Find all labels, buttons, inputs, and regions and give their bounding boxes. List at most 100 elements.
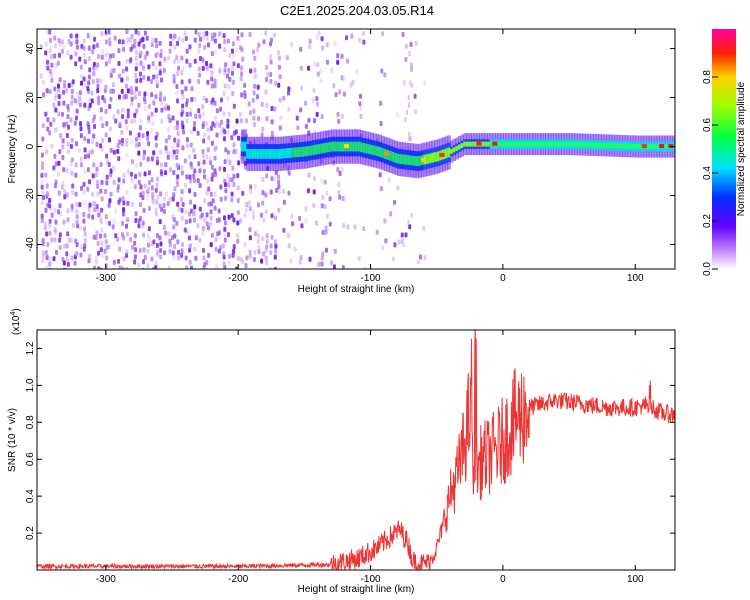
spectrogram-noise-cell <box>313 61 317 67</box>
spectrogram-noise-cell <box>190 96 194 102</box>
spectrogram-noise-cell <box>265 239 269 245</box>
signal-band-halo <box>675 136 679 158</box>
spectrogram-noise-cell <box>57 160 61 166</box>
spectrogram-noise-cell <box>53 35 57 41</box>
spectrogram-noise-cell <box>211 172 215 178</box>
spectrogram-noise-cell <box>124 94 128 100</box>
signal-band-core <box>460 143 465 149</box>
spectrogram-noise-cell <box>194 113 198 119</box>
spectrogram-noise-cell <box>88 179 92 185</box>
spectrogram-noise-cell <box>151 120 155 126</box>
spectrogram-y-label: Frequency (Hz) <box>7 115 18 184</box>
spectrogram-noise-cell <box>48 256 52 262</box>
snr-multiplier-exp: 4 <box>10 312 17 316</box>
spectrogram-noise-cell <box>264 77 268 83</box>
signal-band-core <box>539 141 544 147</box>
spectrogram-noise-cell <box>41 123 45 129</box>
spectrogram-y-tick-label: 40 <box>25 43 36 55</box>
spectrogram-noise-cell <box>100 196 104 202</box>
spectrogram-noise-cell <box>286 90 290 96</box>
spectrogram-noise-cell <box>207 201 211 207</box>
spectrogram-noise-cell <box>222 33 226 39</box>
spectrogram-noise-cell <box>190 86 194 92</box>
spectrogram-noise-cell <box>222 127 226 133</box>
spectrogram-noise-cell <box>143 171 147 177</box>
spectrogram-noise-cell <box>91 78 95 84</box>
signal-band-core <box>521 141 525 147</box>
spectrogram-noise-cell <box>203 262 207 268</box>
spectrogram-noise-cell <box>168 196 172 202</box>
spectrogram-noise-cell <box>66 50 70 56</box>
spectrogram-noise-cell <box>171 235 175 241</box>
signal-band-core <box>449 149 454 154</box>
snr-x-label: Height of straight line (km) <box>298 584 415 595</box>
spectrogram-noise-cell <box>129 57 133 63</box>
spectrogram-noise-cell <box>95 203 99 209</box>
spectrogram-noise-cell <box>59 133 63 139</box>
spectrogram-noise-cell <box>308 44 312 50</box>
snr-y-tick-label: 1.2 <box>25 341 36 355</box>
spectrogram-noise-cell <box>108 198 112 204</box>
signal-band-core <box>532 141 536 147</box>
spectrogram-noise-cell <box>52 165 56 171</box>
spectrogram-noise-cell <box>336 167 340 173</box>
spectrogram-noise-cell <box>177 206 181 212</box>
spectrogram-x-tick-label: 0 <box>500 273 506 284</box>
spectrogram-noise-cell <box>304 206 308 212</box>
signal-band-core <box>598 142 602 148</box>
spectrogram-noise-cell <box>226 96 230 102</box>
spectrogram-noise-cell <box>141 195 145 201</box>
spectrogram-noise-cell <box>75 44 79 50</box>
colorbar-ticks: 0.0 0.2 0.4 0.6 0.8 <box>702 70 718 276</box>
spectrogram-noise-cell <box>45 264 49 269</box>
spectrogram-noise-cell <box>380 68 384 74</box>
signal-band-core <box>516 141 520 147</box>
spectrogram-noise-cell <box>112 149 116 155</box>
spectrogram-noise-cell <box>143 91 147 97</box>
spectrogram-noise-cell <box>340 167 344 173</box>
spectrogram-noise-cell <box>99 267 103 269</box>
spectrogram-noise-cell <box>209 221 213 227</box>
spectrogram-noise-cell <box>95 166 99 172</box>
spectrogram-noise-cell <box>142 74 146 80</box>
spectrogram-noise-cell <box>109 68 113 74</box>
spectrogram-noise-cell <box>190 265 194 269</box>
spectrogram-noise-cell <box>315 34 319 40</box>
spectrogram-noise-cell <box>109 172 113 178</box>
spectrogram-noise-cell <box>52 256 56 262</box>
spectrogram-noise-cell <box>154 211 158 217</box>
spectrogram-noise-cell <box>180 79 184 85</box>
spectrogram-noise-cell <box>321 194 325 200</box>
spectrogram-noise-cell <box>139 118 143 124</box>
spectrogram-noise-cell <box>120 77 124 83</box>
signal-band-core <box>264 149 269 159</box>
spectrogram-noise-cell <box>86 167 90 173</box>
spectrogram-noise-cell <box>240 65 244 71</box>
spectrogram-noise-cell <box>87 45 91 51</box>
spectrogram-noise-cell <box>124 83 128 89</box>
signal-band-core <box>428 153 433 164</box>
spectrogram-noise-cell <box>253 73 257 79</box>
spectrogram-noise-cell <box>177 59 181 65</box>
signal-band-core <box>415 156 420 166</box>
spectrogram-noise-cell <box>74 191 78 197</box>
spectrogram-noise-cell <box>205 154 209 160</box>
signal-band-core <box>632 144 637 149</box>
spectrogram-noise-cell <box>61 138 65 144</box>
spectrogram-noise-cell <box>141 65 145 71</box>
spectrogram-noise-cell <box>70 255 74 261</box>
spectrogram-noise-cell <box>227 232 231 238</box>
spectrogram-noise-cell <box>375 229 379 235</box>
spectrogram-noise-cell <box>95 42 99 48</box>
spectrogram-noise-cell <box>122 172 126 178</box>
spectrogram-noise-cell <box>87 213 91 219</box>
spectrogram-noise-cell <box>62 89 66 95</box>
spectrogram-noise-cell <box>116 143 120 149</box>
signal-band-core <box>267 149 271 159</box>
signal-band-core <box>611 143 615 149</box>
spectrogram-noise-cell <box>407 95 410 101</box>
signal-band-core <box>606 143 610 148</box>
spectrogram-noise-cell <box>248 31 252 37</box>
spectrogram-noise-cell <box>265 233 269 239</box>
